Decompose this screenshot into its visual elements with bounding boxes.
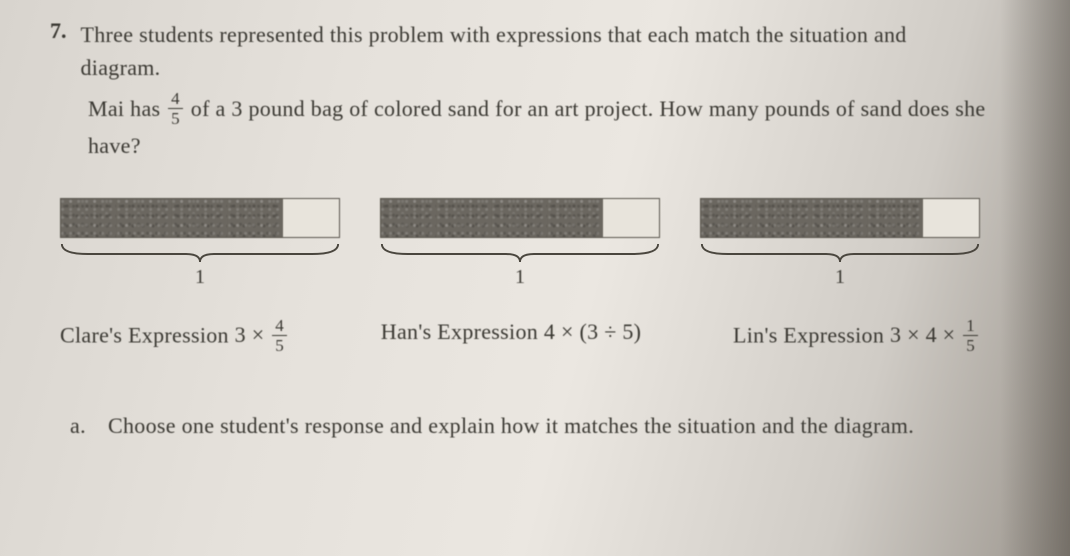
clare-owner: Clare's Expression	[60, 322, 229, 347]
expressions-row: Clare's Expression 3 × 45 Han's Expressi…	[60, 319, 980, 356]
question-number: 7.	[50, 18, 67, 84]
bar-segment	[437, 199, 493, 237]
bar-2	[380, 198, 660, 238]
bar-segment	[548, 199, 604, 237]
bar-segment	[228, 199, 284, 237]
han-expr: 4 × (3 ÷ 5)	[544, 319, 641, 344]
han-owner: Han's Expression	[381, 319, 538, 344]
bar-segment	[61, 199, 117, 237]
subquestion-text: Choose one student's response and explai…	[108, 406, 914, 447]
clare-expression: Clare's Expression 3 × 45	[60, 319, 289, 356]
diagram-3: 1	[700, 198, 980, 289]
bar-segment	[603, 199, 659, 237]
lin-expression: Lin's Expression 3 × 4 × 15	[733, 319, 980, 356]
page-shadow	[1000, 0, 1070, 556]
bar-segment	[812, 199, 868, 237]
bar-segment	[172, 199, 228, 237]
bar-segment	[923, 199, 979, 237]
brace-label-1: 1	[195, 266, 205, 289]
bar-segment	[868, 199, 924, 237]
brace-label-2: 1	[515, 266, 525, 289]
diagram-row: 1 1 1	[60, 198, 980, 289]
han-expression: Han's Expression 4 × (3 ÷ 5)	[381, 319, 642, 356]
bar-segment	[757, 199, 813, 237]
subquestion-a: a. Choose one student's response and exp…	[70, 406, 990, 447]
brace-3	[700, 240, 980, 264]
problem-statement: Mai has 45 of a 3 pound bag of colored s…	[88, 92, 990, 164]
brace-2	[380, 240, 660, 264]
bar-segment	[492, 199, 548, 237]
bar-segment	[701, 199, 757, 237]
lin-owner: Lin's Expression	[733, 322, 884, 347]
bar-1	[60, 198, 340, 238]
brace-label-3: 1	[835, 266, 845, 289]
lin-expr: 3 × 4 × 15	[890, 322, 980, 347]
bar-segment	[283, 199, 339, 237]
question-intro: Three students represented this problem …	[81, 18, 991, 84]
bar-segment	[381, 199, 437, 237]
brace-1	[60, 240, 340, 264]
subquestion-label: a.	[70, 406, 94, 447]
bar-segment	[117, 199, 173, 237]
diagram-1: 1	[60, 198, 340, 289]
clare-expr: 3 × 45	[235, 322, 289, 347]
diagram-2: 1	[380, 198, 660, 289]
bar-3	[700, 198, 980, 238]
